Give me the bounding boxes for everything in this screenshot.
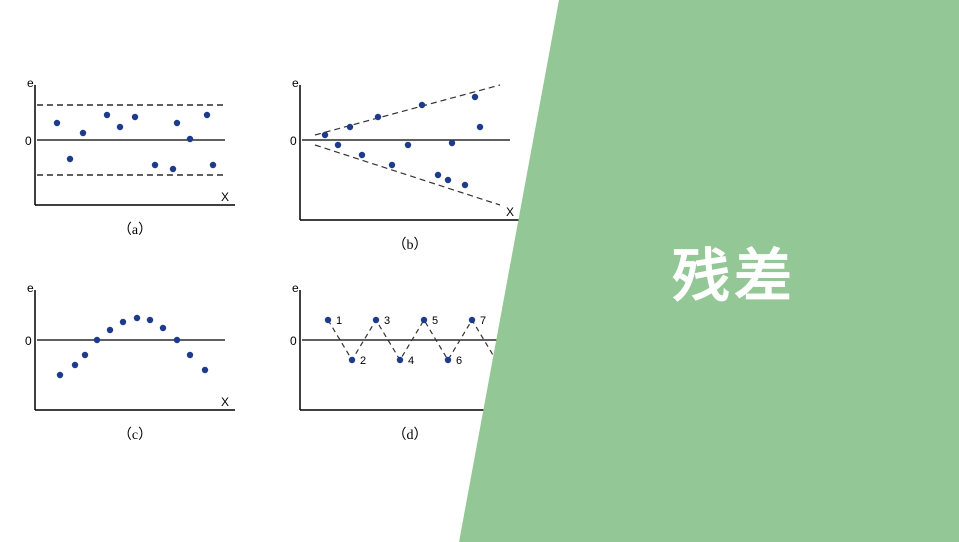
chart-c-points xyxy=(57,315,208,378)
svg-text:6: 6 xyxy=(456,355,462,367)
y-axis-label: e xyxy=(27,281,34,295)
chart-a-lines xyxy=(37,105,225,175)
chart-b-caption: （b） xyxy=(290,234,530,254)
chart-a-caption: （a） xyxy=(25,219,245,239)
y-axis-label: e xyxy=(292,281,299,295)
chart-c: e X 0 （c） xyxy=(25,280,245,444)
zero-label: 0 xyxy=(25,134,32,148)
svg-text:3: 3 xyxy=(384,315,390,327)
svg-text:2: 2 xyxy=(360,355,366,367)
zero-label: 0 xyxy=(290,334,297,348)
svg-text:1: 1 xyxy=(336,315,342,327)
chart-b: e X 0 （b） xyxy=(290,75,530,254)
x-axis-label: X xyxy=(221,395,229,409)
y-axis-label: e xyxy=(27,76,34,90)
svg-text:5: 5 xyxy=(432,315,438,327)
page-title: 残差 xyxy=(672,229,796,313)
zero-label: 0 xyxy=(290,134,297,148)
y-axis-label: e xyxy=(292,76,299,90)
chart-c-caption: （c） xyxy=(25,424,245,444)
x-axis-label: X xyxy=(221,190,229,204)
svg-text:7: 7 xyxy=(480,315,486,327)
chart-b-points xyxy=(322,94,483,188)
zero-label: 0 xyxy=(25,334,32,348)
x-axis-label: X xyxy=(506,205,514,219)
chart-a-points xyxy=(54,112,216,172)
svg-text:4: 4 xyxy=(408,355,414,367)
chart-a: e X 0 （a） xyxy=(25,75,245,239)
chart-d-points: 12345678 xyxy=(325,315,510,367)
